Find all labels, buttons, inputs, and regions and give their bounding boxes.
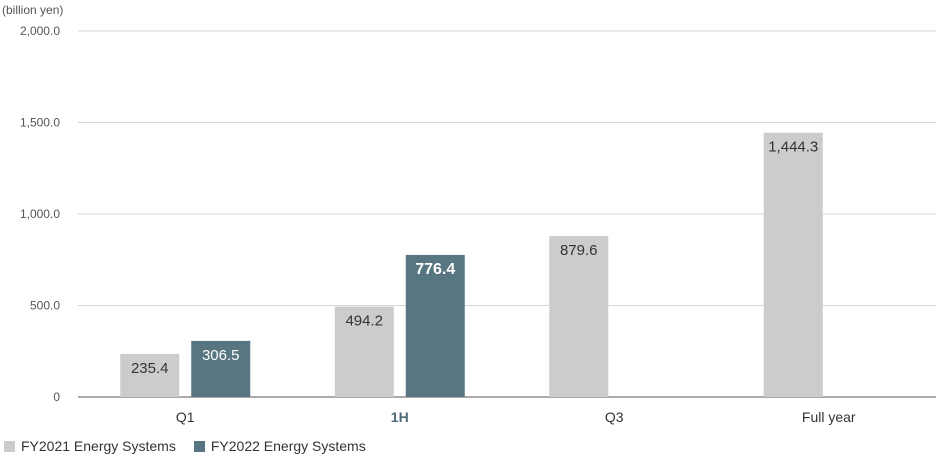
bar-value-label: 879.6	[560, 242, 598, 259]
legend-swatch-fy2021	[4, 440, 15, 452]
x-category-label: 1H	[391, 409, 409, 425]
y-tick-label: 1,000.0	[20, 207, 60, 221]
legend-label-fy2022: FY2022 Energy Systems	[210, 438, 366, 454]
y-tick-label: 2,000.0	[20, 24, 60, 38]
legend: FY2021 Energy Systems FY2022 Energy Syst…	[4, 438, 366, 454]
x-category-label: Q1	[176, 409, 195, 425]
legend-label-fy2021: FY2021 Energy Systems	[21, 438, 176, 454]
bar-fy2022	[191, 340, 251, 397]
y-tick-label: 0	[53, 390, 60, 404]
legend-swatch-fy2022	[193, 440, 205, 452]
x-category-label: Q3	[605, 409, 624, 425]
bar-fy2021	[334, 306, 394, 397]
bar-value-label: 306.5	[202, 347, 240, 364]
legend-item-fy2021: FY2021 Energy Systems	[4, 438, 176, 454]
legend-item-fy2022: FY2022 Energy Systems	[193, 438, 366, 454]
bar-fy2022	[405, 254, 465, 397]
bar-fy2021	[549, 236, 609, 397]
y-axis-unit-label: (billion yen)	[2, 3, 64, 17]
y-tick-label: 500.0	[30, 299, 60, 313]
bar-fy2021	[120, 353, 180, 397]
bar-value-label: 235.4	[131, 360, 169, 377]
bar-value-label: 776.4	[415, 261, 455, 278]
x-category-label: Full year	[802, 409, 856, 425]
y-tick-label: 1,500.0	[20, 116, 60, 130]
bar-chart: 0 500.0 1,000.0 1,500.0 2,000.0 235.4 306.5 Q1 4…	[20, 24, 936, 425]
bar-value-label: 494.2	[345, 313, 383, 330]
bar-fy2021	[763, 132, 823, 397]
bar-value-label: 1,444.3	[768, 139, 818, 156]
